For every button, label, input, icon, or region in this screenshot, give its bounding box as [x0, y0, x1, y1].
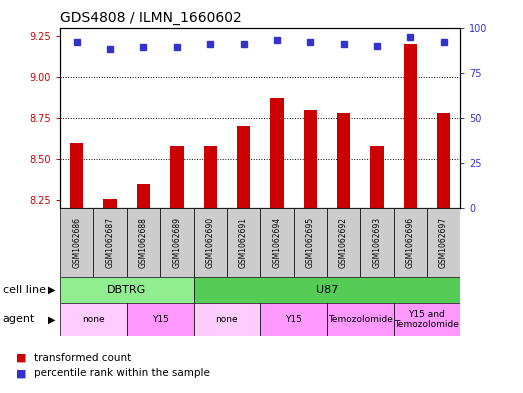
Text: Y15: Y15 — [152, 315, 168, 324]
Bar — [127, 303, 194, 336]
Text: GSM1062697: GSM1062697 — [439, 217, 448, 268]
Bar — [137, 184, 150, 208]
Text: percentile rank within the sample: percentile rank within the sample — [34, 368, 210, 378]
Text: agent: agent — [3, 314, 35, 324]
Text: none: none — [215, 315, 238, 324]
Bar — [360, 208, 393, 277]
Text: GSM1062690: GSM1062690 — [206, 217, 214, 268]
Bar — [127, 208, 160, 277]
Bar — [404, 44, 417, 208]
Bar — [394, 208, 427, 277]
Text: GSM1062686: GSM1062686 — [72, 217, 81, 268]
Bar — [270, 98, 283, 208]
Text: GSM1062696: GSM1062696 — [406, 217, 415, 268]
Bar — [70, 143, 84, 208]
Bar — [370, 146, 383, 208]
Bar — [170, 146, 184, 208]
Bar — [60, 303, 127, 336]
Text: ▶: ▶ — [49, 285, 56, 295]
Bar — [60, 208, 94, 277]
Text: GSM1062692: GSM1062692 — [339, 217, 348, 268]
Bar — [327, 208, 360, 277]
Bar — [160, 208, 194, 277]
Text: DBTRG: DBTRG — [107, 285, 146, 295]
Bar — [393, 303, 460, 336]
Text: U87: U87 — [316, 285, 338, 295]
Bar — [104, 199, 117, 208]
Text: GSM1062695: GSM1062695 — [306, 217, 315, 268]
Bar — [60, 277, 194, 303]
Text: transformed count: transformed count — [34, 353, 131, 363]
Text: ■: ■ — [16, 353, 26, 363]
Text: GSM1062688: GSM1062688 — [139, 217, 148, 268]
Text: GSM1062691: GSM1062691 — [239, 217, 248, 268]
Bar — [203, 146, 217, 208]
Bar — [194, 208, 227, 277]
Bar — [194, 277, 460, 303]
Text: GSM1062687: GSM1062687 — [106, 217, 115, 268]
Bar — [303, 110, 317, 208]
Text: cell line: cell line — [3, 285, 46, 295]
Text: GSM1062689: GSM1062689 — [173, 217, 181, 268]
Text: GSM1062694: GSM1062694 — [272, 217, 281, 268]
Bar — [194, 303, 260, 336]
Bar — [237, 126, 250, 208]
Bar — [427, 208, 460, 277]
Bar — [94, 208, 127, 277]
Bar — [327, 303, 393, 336]
Bar — [293, 208, 327, 277]
Text: none: none — [82, 315, 105, 324]
Text: ■: ■ — [16, 368, 26, 378]
Bar — [260, 208, 293, 277]
Bar — [437, 113, 450, 208]
Bar — [227, 208, 260, 277]
Text: Y15 and
Temozolomide: Y15 and Temozolomide — [394, 310, 459, 329]
Text: GSM1062693: GSM1062693 — [372, 217, 381, 268]
Text: GDS4808 / ILMN_1660602: GDS4808 / ILMN_1660602 — [60, 11, 242, 25]
Text: Temozolomide: Temozolomide — [328, 315, 393, 324]
Text: ▶: ▶ — [49, 314, 56, 324]
Text: Y15: Y15 — [285, 315, 302, 324]
Bar — [260, 303, 327, 336]
Bar — [337, 113, 350, 208]
